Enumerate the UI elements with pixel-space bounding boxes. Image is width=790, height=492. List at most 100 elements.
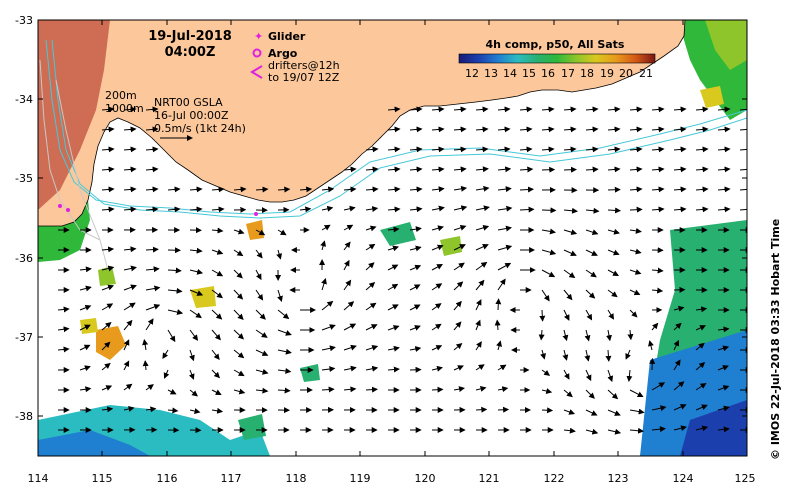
- current-vector: [453, 300, 462, 311]
- argo-icon: [252, 48, 262, 58]
- current-vector: [562, 349, 569, 361]
- current-vector: [255, 186, 269, 193]
- current-vector: [365, 386, 378, 393]
- glider-markers: [58, 204, 258, 216]
- current-vector: [539, 309, 546, 322]
- current-vector: [651, 405, 667, 412]
- colorbar-tick: 20: [619, 67, 633, 80]
- current-vector: [321, 345, 336, 352]
- current-vector: [695, 126, 709, 133]
- current-vector: [651, 322, 659, 331]
- current-vector: [739, 106, 747, 113]
- current-vector: [145, 246, 159, 253]
- current-vector: [563, 427, 576, 434]
- current-vector: [629, 309, 638, 318]
- current-vector: [365, 166, 379, 173]
- current-vector: [563, 309, 570, 321]
- current-vector: [475, 406, 488, 413]
- lon-tick-label: 120: [415, 472, 436, 485]
- current-vector: [365, 262, 375, 271]
- current-vector: [717, 345, 730, 352]
- lon-tick-label: 116: [157, 472, 178, 485]
- current-vector: [145, 406, 157, 413]
- current-vector: [365, 225, 377, 232]
- current-vector: [365, 365, 379, 372]
- current-vector: [453, 205, 468, 212]
- current-vector: [651, 106, 665, 113]
- current-vector: [453, 166, 467, 173]
- current-vector: [79, 285, 92, 292]
- lat-tick-label: -36: [15, 252, 33, 265]
- current-vector: [189, 206, 203, 213]
- current-vector: [343, 186, 357, 193]
- current-vector: [629, 166, 643, 173]
- current-vector: [475, 299, 482, 311]
- current-vector: [695, 306, 708, 313]
- current-vector: [321, 300, 334, 311]
- current-vector: [673, 186, 687, 193]
- current-vector: [142, 339, 149, 351]
- altimetry-date: 16-Jul 00:00Z: [154, 109, 229, 122]
- current-vector: [255, 309, 266, 320]
- current-vector: [365, 146, 379, 153]
- current-vector: [497, 126, 511, 133]
- current-vector: [453, 365, 464, 371]
- current-vector: [320, 240, 327, 251]
- current-vector: [277, 229, 287, 236]
- current-vector: [211, 309, 223, 320]
- current-vector: [365, 324, 378, 331]
- current-vector: [431, 244, 444, 251]
- y-axis: -33 -34 -35 -36 -37 -38: [15, 14, 747, 423]
- current-vector: [123, 206, 137, 213]
- current-vector: [123, 360, 130, 371]
- current-vector: [475, 279, 485, 291]
- current-vector: [409, 325, 421, 331]
- current-vector: [431, 345, 443, 351]
- drifter-legend-line1: drifters@12h: [268, 59, 340, 72]
- current-vector: [607, 106, 621, 113]
- current-vector: [101, 106, 115, 113]
- current-vector: [57, 326, 70, 333]
- current-vector: [585, 249, 598, 256]
- current-vector: [453, 281, 464, 291]
- current-vector: [211, 407, 224, 414]
- current-vector: [321, 386, 335, 393]
- current-vector: [585, 289, 596, 299]
- current-vector: [255, 269, 262, 281]
- current-vector: [387, 366, 400, 373]
- current-vector: [343, 344, 357, 351]
- current-vector: [453, 146, 467, 153]
- colorbar-tick: 14: [503, 67, 517, 80]
- current-vector: [625, 349, 631, 360]
- current-vector: [123, 166, 137, 173]
- current-vector: [343, 166, 357, 173]
- current-vector: [255, 329, 268, 338]
- colorbar-tick: 15: [522, 67, 536, 80]
- argo-legend-label: Argo: [268, 47, 298, 60]
- current-vector: [540, 349, 546, 360]
- credit-text: © IMOS 22-Jul-2018 03:33 Hobart Time: [769, 219, 782, 460]
- current-vector: [607, 228, 620, 235]
- current-vector: [497, 262, 512, 271]
- current-vector: [189, 289, 204, 296]
- current-vector: [387, 304, 399, 311]
- current-vector: [475, 341, 482, 351]
- altimetry-source: NRT00 GSLA: [154, 96, 223, 109]
- current-vector: [673, 322, 682, 331]
- current-vector: [739, 186, 747, 193]
- current-vector: [167, 407, 179, 414]
- current-vector: [541, 207, 557, 214]
- current-vector: [475, 385, 487, 392]
- current-vector: [101, 303, 114, 311]
- current-vector: [277, 329, 292, 336]
- current-vector: [101, 341, 111, 351]
- current-vector: [585, 389, 595, 399]
- current-vector: [123, 265, 137, 272]
- current-vector: [629, 126, 643, 133]
- current-vector: [123, 406, 135, 412]
- current-vector: [629, 248, 642, 255]
- current-vector: [387, 126, 401, 133]
- current-vector: [123, 126, 137, 133]
- current-vector: [673, 305, 685, 312]
- current-vector: [387, 264, 399, 271]
